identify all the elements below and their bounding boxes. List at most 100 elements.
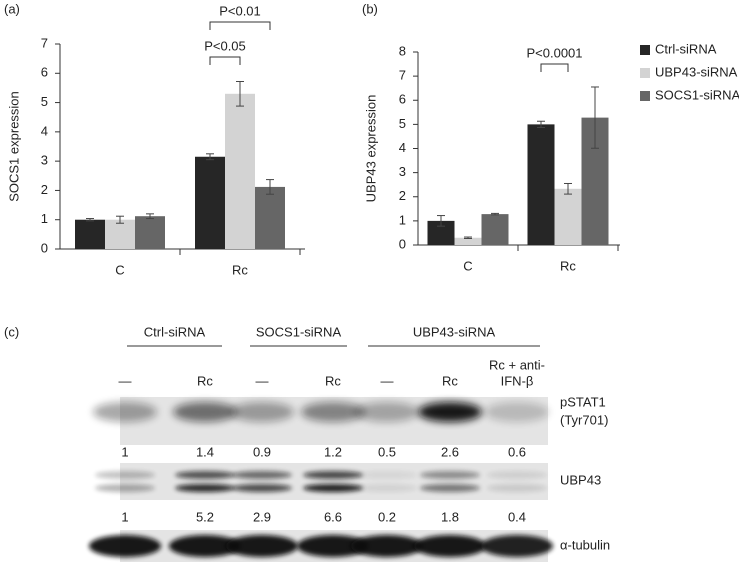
quantification: 0.6 <box>508 444 526 459</box>
quantification: 0.4 <box>508 509 526 524</box>
quantification: 0.9 <box>253 444 271 459</box>
band <box>481 535 553 557</box>
panel-label: (a) <box>4 1 20 16</box>
quantification: 1.8 <box>441 509 459 524</box>
y-tick-label: 6 <box>41 65 48 80</box>
x-tick-label: C <box>463 258 472 273</box>
quantification: 1.2 <box>324 444 342 459</box>
bar <box>195 156 225 249</box>
band <box>169 535 241 557</box>
legend-swatch <box>640 68 650 78</box>
error-bar <box>591 86 599 149</box>
error-bar <box>236 80 244 107</box>
error-bar <box>437 215 445 227</box>
lane-label: Rc <box>197 373 213 388</box>
bar <box>255 186 285 249</box>
lane-label: Rc + anti- <box>489 357 545 372</box>
band <box>485 402 549 422</box>
band <box>414 535 486 557</box>
band <box>230 402 294 422</box>
y-tick-label: 7 <box>41 35 48 50</box>
x-tick-label: Rc <box>560 258 576 273</box>
y-tick-label: 0 <box>399 236 406 251</box>
error-bar <box>116 215 124 224</box>
bar <box>554 188 582 245</box>
error-bar <box>537 120 545 129</box>
band <box>89 535 161 557</box>
band <box>351 535 423 557</box>
bar <box>481 214 509 245</box>
error-bar <box>564 182 572 195</box>
error-bar <box>491 212 499 216</box>
row-label: pSTAT1 <box>560 394 606 409</box>
band <box>232 471 292 479</box>
band <box>420 484 480 492</box>
quantification: 1.4 <box>196 444 214 459</box>
y-tick-label: 2 <box>41 182 48 197</box>
panel-label: (c) <box>4 324 19 339</box>
error-bar <box>86 218 94 222</box>
row-label: α-tubulin <box>560 537 610 552</box>
legend-label: SOCS1-siRNA <box>655 87 739 102</box>
legend-label: UBP43-siRNA <box>655 64 738 79</box>
quantification: 6.6 <box>324 509 342 524</box>
band <box>355 402 419 422</box>
band <box>303 471 363 479</box>
y-tick-label: 4 <box>41 123 48 138</box>
lane-label: Rc <box>442 373 458 388</box>
panel-label: (b) <box>362 1 378 16</box>
band <box>301 402 365 422</box>
error-bar <box>266 179 274 195</box>
significance-label: P<0.0001 <box>526 45 582 60</box>
row-label: (Tyr701) <box>560 412 608 427</box>
y-tick-label: 0 <box>41 240 48 255</box>
bar <box>75 219 105 249</box>
quantification: 2.6 <box>441 444 459 459</box>
lane-label: — <box>256 373 269 388</box>
band <box>175 484 235 492</box>
error-bar <box>464 236 472 239</box>
band <box>487 484 547 492</box>
band <box>226 535 298 557</box>
y-tick-label: 1 <box>41 211 48 226</box>
band <box>418 402 482 422</box>
band <box>487 471 547 479</box>
quantification: 1 <box>121 444 128 459</box>
x-tick-label: Rc <box>232 262 248 277</box>
legend-swatch <box>640 45 650 55</box>
band <box>303 484 363 492</box>
bar <box>135 216 165 249</box>
band <box>420 471 480 479</box>
error-bar <box>146 213 154 220</box>
quantification: 1 <box>121 509 128 524</box>
significance-bracket <box>540 63 569 72</box>
significance-bracket <box>209 21 271 30</box>
group-label: SOCS1-siRNA <box>256 324 342 339</box>
bar <box>225 93 255 250</box>
y-axis-label: UBP43 expression <box>363 95 378 203</box>
lane-label: Rc <box>325 373 341 388</box>
lane-label: — <box>381 373 394 388</box>
group-label: Ctrl-siRNA <box>144 324 206 339</box>
band <box>95 484 155 492</box>
y-axis-label: SOCS1 expression <box>6 91 21 202</box>
band <box>95 471 155 479</box>
y-tick-label: 5 <box>41 94 48 109</box>
band <box>297 535 369 557</box>
significance-label: P<0.05 <box>204 38 246 53</box>
significance-label: P<0.01 <box>219 3 261 18</box>
bar <box>454 237 482 245</box>
band <box>357 484 417 492</box>
band <box>93 402 157 422</box>
y-tick-label: 1 <box>399 212 406 227</box>
band <box>175 471 235 479</box>
blot-strip <box>120 463 548 500</box>
quantification: 0.5 <box>378 444 396 459</box>
y-tick-label: 7 <box>399 68 406 83</box>
y-tick-label: 4 <box>399 140 406 155</box>
legend-swatch <box>640 91 650 101</box>
row-label: UBP43 <box>560 472 601 487</box>
lane-label: IFN-β <box>501 373 534 388</box>
y-tick-label: 6 <box>399 92 406 107</box>
x-tick-label: C <box>115 262 124 277</box>
